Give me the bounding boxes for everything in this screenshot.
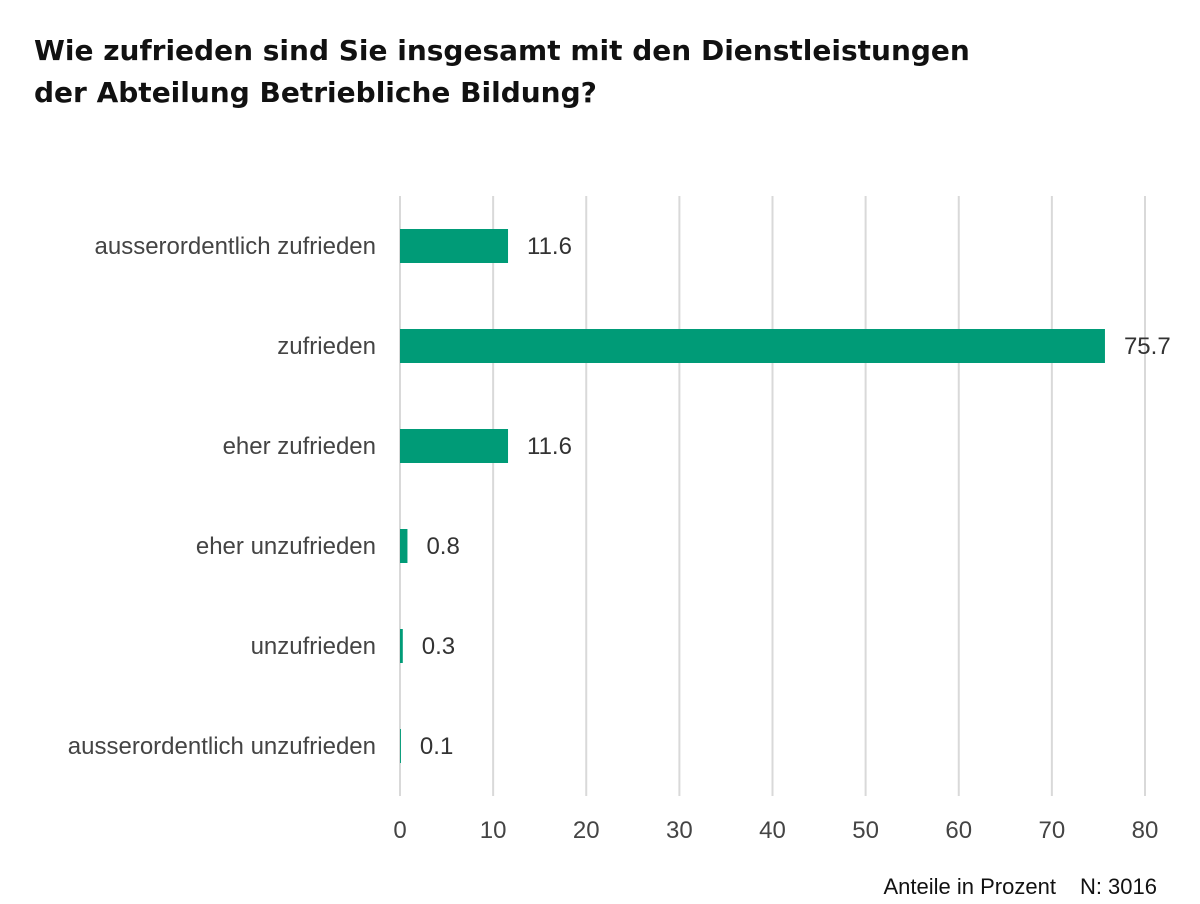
value-labels: 11.6 75.7 11.6 0.8 0.3 0.1 <box>420 233 1171 760</box>
sample-size: N: 3016 <box>1079 874 1157 899</box>
chart-title-line-2: der Abteilung Betriebliche Bildung? <box>34 76 597 109</box>
category-label: unzufrieden <box>251 633 376 660</box>
bars <box>400 229 1105 763</box>
x-axis-tick-labels: 0 10 20 30 40 50 60 70 80 <box>393 817 1158 844</box>
bar <box>400 529 408 563</box>
unit-note: Anteile in Prozent <box>883 874 1056 899</box>
value-label: 75.7 <box>1124 333 1171 360</box>
category-label: ausserordentlich zufrieden <box>95 233 377 260</box>
x-tick-label: 50 <box>852 817 879 844</box>
chart-footer: Anteile in Prozent N: 3016 <box>884 874 1158 900</box>
category-label: eher unzufrieden <box>196 533 376 560</box>
category-labels: ausserordentlich zufrieden zufrieden eher … <box>68 233 376 760</box>
x-tick-label: 80 <box>1132 817 1159 844</box>
value-label: 0.3 <box>422 633 455 660</box>
gridlines <box>399 196 1146 796</box>
x-tick-label: 20 <box>573 817 600 844</box>
value-label: 0.1 <box>420 733 453 760</box>
bar <box>400 429 509 463</box>
chart-title: Wie zufrieden sind Sie insgesamt mit den… <box>34 30 1134 114</box>
bar <box>400 229 509 263</box>
x-tick-label: 70 <box>1039 817 1066 844</box>
category-label: zufrieden <box>277 333 376 360</box>
x-tick-label: 10 <box>480 817 507 844</box>
value-label: 0.8 <box>426 533 459 560</box>
x-tick-label: 40 <box>759 817 786 844</box>
category-label: ausserordentlich unzufrieden <box>68 733 376 760</box>
x-tick-label: 30 <box>666 817 693 844</box>
category-label: eher zufrieden <box>223 433 376 460</box>
x-tick-label: 0 <box>393 817 406 844</box>
value-label: 11.6 <box>527 433 572 460</box>
bar <box>400 329 1105 363</box>
bar <box>400 729 401 763</box>
bar <box>400 629 403 663</box>
x-tick-label: 60 <box>945 817 972 844</box>
chart-title-line-1: Wie zufrieden sind Sie insgesamt mit den… <box>34 34 970 67</box>
value-label: 11.6 <box>527 233 572 260</box>
